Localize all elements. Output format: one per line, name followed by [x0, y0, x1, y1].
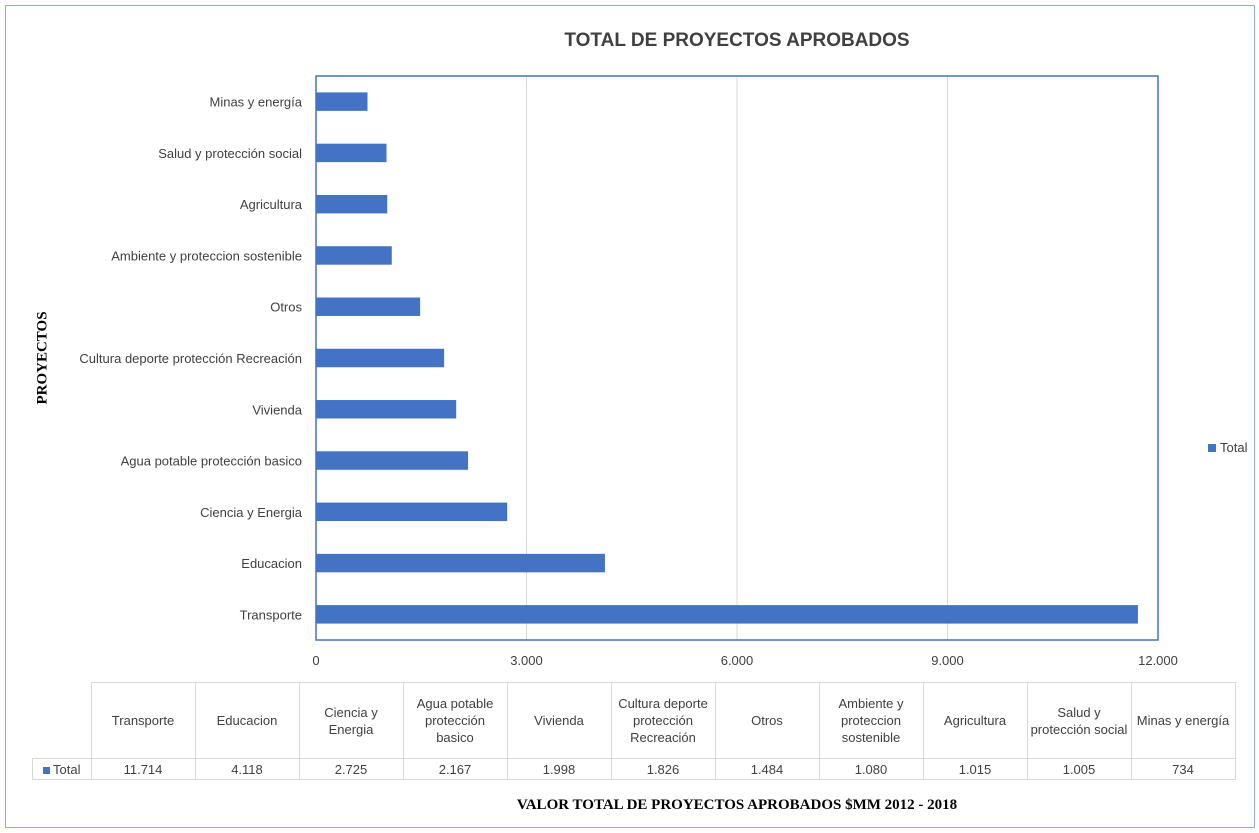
bar [316, 451, 469, 470]
x-tick-label: 9.000 [931, 653, 964, 668]
bar [316, 143, 387, 163]
y-tick-label: Cultura deporte protección Recreación [79, 351, 302, 366]
x-tick-label: 6.000 [721, 653, 754, 668]
table-corner [32, 682, 92, 759]
table-value-cell: 734 [1130, 758, 1236, 780]
legend: Total [1208, 440, 1247, 455]
table-header-cell: Vivienda [506, 682, 612, 759]
table-value-cell: 2.725 [298, 758, 404, 780]
table-value-cell: 4.118 [194, 758, 300, 780]
table-value-cell: 11.714 [90, 758, 196, 780]
bar [316, 605, 1138, 624]
table-legend-swatch [43, 766, 51, 774]
table-row-label: Total [32, 758, 92, 780]
chart-frame [5, 5, 1255, 828]
bar [316, 297, 421, 316]
table-value-cell: 1.826 [610, 758, 716, 780]
bar [316, 92, 368, 111]
table-value-cell: 2.167 [402, 758, 508, 780]
table-header-cell: Agricultura [922, 682, 1028, 759]
x-tick-label: 12.000 [1138, 653, 1178, 668]
table-header-cell: Minas y energía [1130, 682, 1236, 759]
legend-swatch [1208, 443, 1216, 452]
data-table: Transporte Educacion Ciencia y Energia Agua… [32, 682, 1236, 780]
y-tick-label: Minas y energía [210, 95, 303, 110]
table-row-label-text: Total [53, 761, 81, 777]
y-tick-label: Salud y protección social [158, 146, 302, 161]
table-header-cell: Educacion [194, 682, 300, 759]
x-tick-label: 0 [312, 653, 319, 668]
bar [316, 194, 388, 214]
bar [316, 348, 445, 368]
table-header-cell: Otros [714, 682, 820, 759]
table-value-cell: 1.484 [714, 758, 820, 780]
table-header-cell: Ciencia y Energia [298, 682, 404, 759]
table-header-cell: Transporte [90, 682, 196, 759]
y-tick-label: Otros [270, 300, 302, 315]
y-tick-label: Transporte [240, 607, 302, 622]
table-value-cell: 1.080 [818, 758, 924, 780]
y-tick-label: Agricultura [240, 197, 303, 212]
table-header-cell: Agua potable protección basico [402, 682, 508, 759]
y-tick-label: Agua potable protección basico [121, 454, 302, 469]
bar [316, 553, 605, 573]
table-header-cell: Salud y protección social [1026, 682, 1132, 759]
y-tick-label: Educacion [241, 556, 302, 571]
bar [316, 400, 457, 419]
x-axis-label: VALOR TOTAL DE PROYECTOS APROBADOS $MM 2… [516, 797, 958, 813]
table-value-cell: 1.015 [922, 758, 1028, 780]
y-tick-label: Ciencia y Energia [200, 505, 303, 520]
legend-label: Total [1220, 440, 1248, 455]
chart-title: TOTAL DE PROYECTOS APROBADOS [564, 30, 910, 51]
table-value-cell: 1.998 [506, 758, 612, 780]
x-tick-label: 3.000 [510, 653, 543, 668]
bar [316, 246, 392, 265]
bar [316, 502, 508, 522]
y-tick-label: Vivienda [252, 402, 302, 417]
y-tick-label: Ambiente y proteccion sostenible [111, 248, 302, 263]
table-value-cell: 1.005 [1026, 758, 1132, 780]
table-header-cell: Ambiente y proteccion sostenible [818, 682, 924, 759]
table-header-cell: Cultura deporte protección Recreación [610, 682, 716, 759]
